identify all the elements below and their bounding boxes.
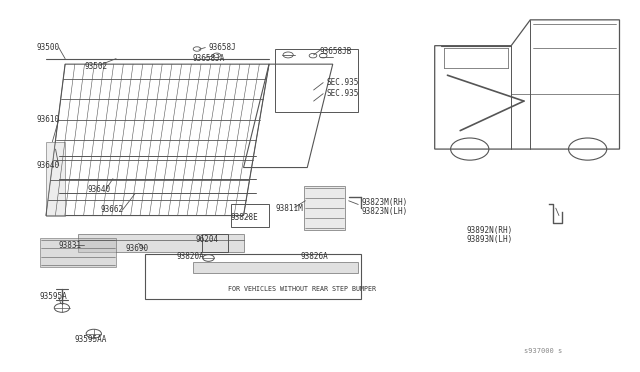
Text: 96204: 96204 xyxy=(196,235,219,244)
Text: 93595AA: 93595AA xyxy=(75,335,107,344)
Polygon shape xyxy=(40,238,116,267)
Text: 93820A: 93820A xyxy=(177,251,204,261)
Text: 93658JB: 93658JB xyxy=(320,47,353,56)
Text: 93892N(RH): 93892N(RH) xyxy=(467,226,513,235)
Text: 93893N(LH): 93893N(LH) xyxy=(467,235,513,244)
Text: SEC.935: SEC.935 xyxy=(326,78,359,87)
Polygon shape xyxy=(78,234,244,253)
Text: 93826A: 93826A xyxy=(301,251,328,261)
Text: 93823N(LH): 93823N(LH) xyxy=(362,207,408,217)
Text: 93610: 93610 xyxy=(36,115,60,124)
Text: 93823M(RH): 93823M(RH) xyxy=(362,198,408,207)
Polygon shape xyxy=(46,142,65,215)
Text: s937000 s: s937000 s xyxy=(524,348,562,354)
Text: 93690: 93690 xyxy=(125,244,148,253)
Text: 93831: 93831 xyxy=(59,241,82,250)
Polygon shape xyxy=(193,262,358,273)
Text: 93658JA: 93658JA xyxy=(193,54,225,63)
Text: 93828E: 93828E xyxy=(231,213,259,222)
Text: 93500: 93500 xyxy=(36,43,60,52)
Text: 93658J: 93658J xyxy=(209,43,236,52)
Text: 93595A: 93595A xyxy=(40,292,67,301)
Text: FOR VEHICLES WITHOUT REAR STEP BUMPER: FOR VEHICLES WITHOUT REAR STEP BUMPER xyxy=(228,286,376,292)
Text: 93502: 93502 xyxy=(84,61,108,71)
Text: 93640: 93640 xyxy=(36,161,60,170)
Polygon shape xyxy=(304,186,346,230)
Text: 93640: 93640 xyxy=(88,185,111,194)
Text: 93811M: 93811M xyxy=(275,203,303,213)
Text: 93662: 93662 xyxy=(100,205,124,215)
Text: SEC.935: SEC.935 xyxy=(326,89,359,98)
Bar xyxy=(145,254,362,299)
